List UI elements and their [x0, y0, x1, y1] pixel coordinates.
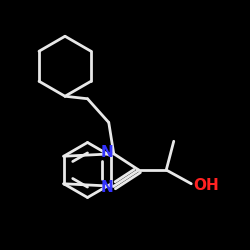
- Text: N: N: [101, 145, 114, 160]
- Text: OH: OH: [194, 178, 220, 192]
- Text: N: N: [101, 180, 114, 195]
